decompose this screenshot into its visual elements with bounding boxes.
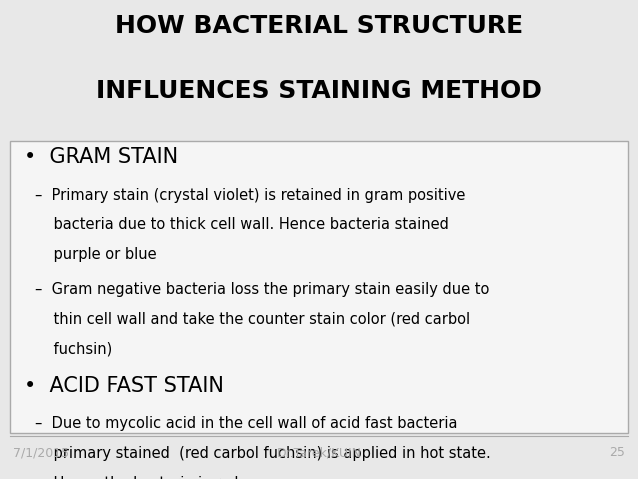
- Text: Hence the bacteria is red: Hence the bacteria is red: [35, 476, 239, 479]
- Text: HOW BACTERIAL STRUCTURE: HOW BACTERIAL STRUCTURE: [115, 14, 523, 38]
- FancyBboxPatch shape: [10, 141, 628, 433]
- Text: 25: 25: [609, 446, 625, 459]
- Text: primary stained  (red carbol fuchsin) is applied in hot state.: primary stained (red carbol fuchsin) is …: [35, 446, 491, 461]
- Text: –  Due to mycolic acid in the cell wall of acid fast bacteria: – Due to mycolic acid in the cell wall o…: [35, 416, 457, 431]
- Text: purple or blue: purple or blue: [35, 247, 157, 262]
- Text: –  Gram negative bacteria loss the primary stain easily due to: – Gram negative bacteria loss the primar…: [35, 282, 489, 297]
- Text: INFLUENCES STAINING METHOD: INFLUENCES STAINING METHOD: [96, 79, 542, 103]
- Text: fuchsin): fuchsin): [35, 341, 112, 356]
- Text: –  Primary stain (crystal violet) is retained in gram positive: – Primary stain (crystal violet) is reta…: [35, 188, 466, 203]
- Text: 7/1/2015: 7/1/2015: [13, 446, 69, 459]
- Text: thin cell wall and take the counter stain color (red carbol: thin cell wall and take the counter stai…: [35, 311, 470, 326]
- Text: •  ACID FAST STAIN: • ACID FAST STAIN: [24, 376, 224, 396]
- Text: •  GRAM STAIN: • GRAM STAIN: [24, 147, 179, 167]
- Text: Dr.Tarek/KUIN: Dr.Tarek/KUIN: [276, 446, 362, 459]
- Text: bacteria due to thick cell wall. Hence bacteria stained: bacteria due to thick cell wall. Hence b…: [35, 217, 449, 232]
